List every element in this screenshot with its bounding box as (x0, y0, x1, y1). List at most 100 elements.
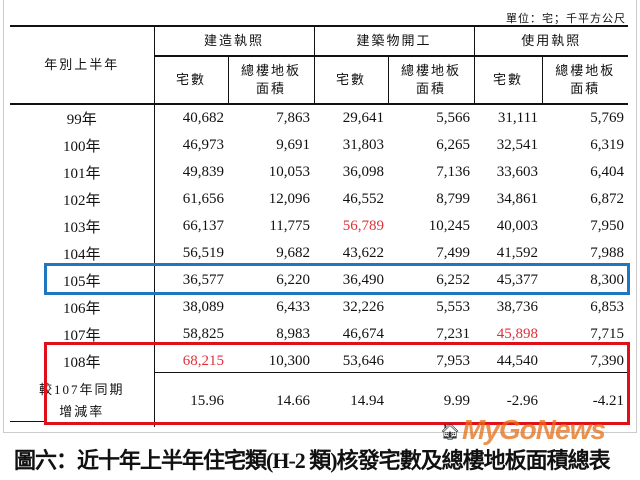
table-row: 101年 49,839 10,053 36,098 7,136 33,603 6,404 (10, 159, 628, 186)
change-rate-value: -4.21 (592, 392, 625, 409)
cell-value: 6,220 (276, 272, 311, 288)
row-year: 101年 (10, 159, 155, 186)
cell-value: 9,682 (276, 245, 311, 261)
cell-value: 11,775 (269, 218, 311, 234)
cell-value: 10,300 (268, 353, 311, 369)
change-rate-value: 14.94 (350, 392, 385, 409)
row-year: 100年 (10, 132, 155, 159)
cell-value: 46,973 (182, 137, 224, 153)
logo-icon: 🏠︎ (440, 424, 461, 441)
cell-value: 7,953 (436, 353, 471, 369)
cell-value: 12,096 (268, 191, 311, 207)
cell-value: 38,089 (182, 299, 224, 315)
cell-value: 40,682 (182, 110, 224, 126)
change-rate-value: 14.66 (276, 392, 311, 409)
cell-value: 41,592 (496, 245, 539, 261)
table-row: 107年 58,825 8,983 46,674 7,231 45,898 7,715 (10, 321, 628, 348)
header-area: 總樓地板 面積 (542, 56, 629, 105)
cell-value: 10,245 (428, 218, 471, 234)
cell-value: 8,799 (436, 191, 471, 207)
cell-value: 6,319 (590, 137, 625, 153)
row-year: 103年 (10, 213, 155, 240)
row-year: 104年 (10, 240, 155, 267)
cell-value: 66,137 (182, 218, 224, 234)
header-count: 宅數 (154, 56, 229, 105)
cell-value: 34,861 (496, 191, 539, 207)
cell-value: 46,674 (342, 326, 385, 342)
cell-value: 6,252 (436, 272, 471, 288)
header-building-permit: 建造執照 (154, 25, 315, 57)
cell-value: 56,519 (182, 245, 224, 261)
cell-value: 29,641 (342, 110, 385, 126)
watermark-logo: MyGoNews (462, 414, 606, 445)
unit-note: 單位：宅；千平方公尺 (506, 13, 626, 25)
cell-value: 44,540 (496, 353, 539, 369)
cell-value: 9,691 (276, 137, 311, 153)
row-year: 102年 (10, 186, 155, 213)
cell-value: 45,898 (496, 326, 539, 342)
row-year: 99年 (10, 104, 155, 132)
change-rate-label: 較107年同期 增減率 (10, 375, 155, 427)
cell-value: 8,983 (276, 326, 311, 342)
cell-value: 33,603 (496, 164, 539, 180)
header-construction-start: 建築物開工 (314, 25, 475, 57)
cell-value: 40,003 (496, 218, 539, 234)
cell-value: 7,863 (276, 110, 311, 126)
data-table: 年別上半年 建造執照 建築物開工 使用執照 宅數 總樓地板 面積 宅數 總樓地板面… (10, 25, 629, 427)
header-area: 總樓地板 面積 (388, 56, 475, 105)
cell-value: 7,988 (590, 245, 625, 261)
change-rate-value: 9.99 (443, 392, 471, 409)
cell-value: 5,553 (436, 299, 471, 315)
cell-value: 5,769 (590, 110, 625, 126)
cell-value: 45,377 (496, 272, 539, 288)
table-row: 105年 36,577 6,220 36,490 6,252 45,377 8,300 (10, 267, 628, 294)
row-divider (154, 372, 627, 373)
header-occupancy-permit: 使用執照 (474, 25, 629, 57)
cell-value: 38,736 (496, 299, 539, 315)
cell-value: 6,433 (276, 299, 311, 315)
cell-value: 10,053 (268, 164, 311, 180)
cell-value: 31,803 (342, 137, 385, 153)
cell-value: 46,552 (342, 191, 385, 207)
cell-value: 7,390 (590, 353, 625, 369)
header-count: 宅數 (474, 56, 543, 105)
cell-value: 36,490 (342, 272, 385, 288)
header-count: 宅數 (314, 56, 389, 105)
change-rate-row: 較107年同期 增減率 15.96 14.66 14.94 9.99 -2.96 -4.21 (10, 375, 628, 427)
cell-value: 7,136 (436, 164, 471, 180)
table-frame (3, 0, 637, 433)
cell-value: 7,499 (436, 245, 471, 261)
change-rate-value: 15.96 (190, 392, 224, 409)
cell-value: 6,853 (590, 299, 625, 315)
cell-value: 49,839 (182, 164, 224, 180)
cell-value: 56,789 (342, 218, 385, 234)
cell-value: 6,404 (590, 164, 625, 180)
cell-value: 8,300 (590, 272, 625, 288)
cell-value: 31,111 (497, 110, 539, 126)
row-year: 106年 (10, 294, 155, 321)
change-rate-value: -2.96 (506, 392, 539, 409)
cell-value: 6,872 (590, 191, 625, 207)
row-year: 107年 (10, 321, 155, 348)
cell-value: 53,646 (342, 353, 385, 369)
cell-value: 61,656 (182, 191, 224, 207)
table-row: 106年 38,089 6,433 32,226 5,553 38,736 6,853 (10, 294, 628, 321)
cell-value: 43,622 (342, 245, 385, 261)
header-year: 年別上半年 (10, 25, 155, 105)
cell-value: 7,950 (590, 218, 625, 234)
cell-value: 36,577 (182, 272, 224, 288)
header-area: 總樓地板 面積 (228, 56, 315, 105)
cell-value: 7,715 (590, 326, 625, 342)
table-row: 104年 56,519 9,682 43,622 7,499 41,592 7,988 (10, 240, 628, 267)
cell-value: 36,098 (342, 164, 385, 180)
row-year: 105年 (10, 267, 155, 294)
bottom-rule (10, 421, 44, 422)
row-year: 108年 (10, 348, 155, 375)
figure-caption: 圖六：近十年上半年住宅類(H-2 類)核發宅數及總樓地板面積總表 (14, 448, 611, 473)
table-row: 102年 61,656 12,096 46,552 8,799 34,861 6,872 (10, 186, 628, 213)
table-row: 108年 68,215 10,300 53,646 7,953 44,540 7,390 (10, 348, 628, 375)
cell-value: 32,541 (496, 137, 539, 153)
table-row: 103年 66,137 11,775 56,789 10,245 40,003 7,950 (10, 213, 628, 240)
cell-value: 58,825 (182, 326, 224, 342)
cell-value: 68,215 (182, 353, 224, 369)
